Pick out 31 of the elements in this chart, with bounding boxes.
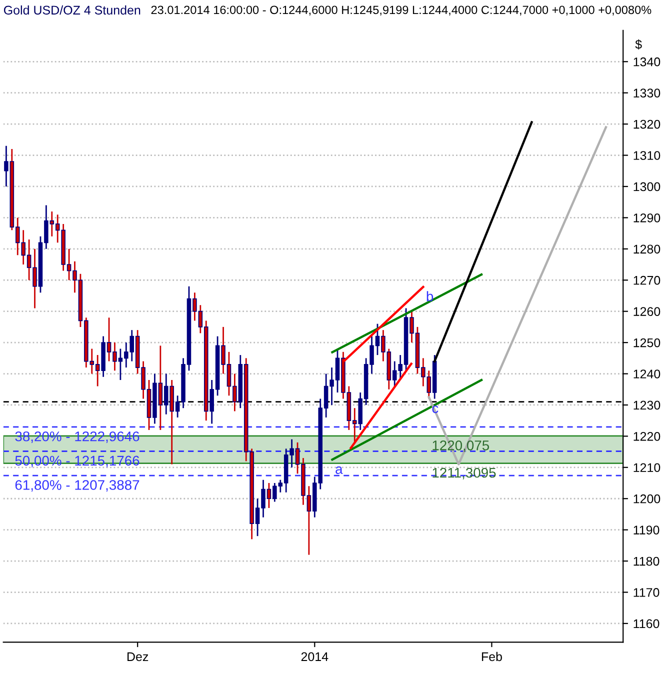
y-tick-label: 1170 — [634, 588, 660, 597]
annotation: c — [432, 405, 438, 414]
y-tick-label: 1250 — [634, 338, 660, 348]
x-tick-label: Feb — [482, 652, 502, 662]
y-tick-label: 1240 — [634, 370, 660, 378]
y-tick-label: 1280 — [634, 244, 660, 254]
y-tick-label: 1210 — [634, 463, 660, 472]
y-tick-label: 1260 — [634, 307, 660, 316]
y-tick-label: 1330 — [634, 88, 660, 98]
y-tick-label: 1310 — [634, 151, 660, 160]
annotation: 61,80% - 1207,3887 — [15, 480, 140, 492]
y-tick-label: 1230 — [634, 400, 660, 410]
y-tick-label: 1180 — [634, 556, 660, 566]
y-tick-label: 1220 — [634, 432, 660, 441]
y-tick-label: 1290 — [634, 214, 660, 222]
annotation: b — [426, 291, 434, 302]
chart-subtitle: 23.01.2014 16:00:00 - O:1244,6000 H:1245,9199 L:1244,4000 C:1244,7000 +0,1000 +0,0080% — [151, 6, 652, 16]
annotation: 1211,3095 — [432, 468, 496, 480]
y-tick-label: 1270 — [634, 276, 660, 285]
x-tick-label: 2014 — [301, 652, 328, 662]
y-tick-label: 1200 — [634, 494, 660, 504]
y-tick-label: 1340 — [634, 57, 660, 66]
y-axis-title: $ — [635, 39, 642, 50]
chart-title: Gold USD/OZ 4 Stunden — [4, 5, 140, 15]
y-tick-label: 1190 — [634, 526, 660, 534]
x-tick-label: Dez — [127, 652, 148, 662]
y-tick-label: 1160 — [634, 619, 660, 628]
y-tick-label: 1300 — [634, 182, 660, 192]
annotation: a — [336, 466, 343, 474]
annotation: 1220,075 — [432, 440, 490, 452]
y-tick-label: 1320 — [634, 120, 660, 129]
